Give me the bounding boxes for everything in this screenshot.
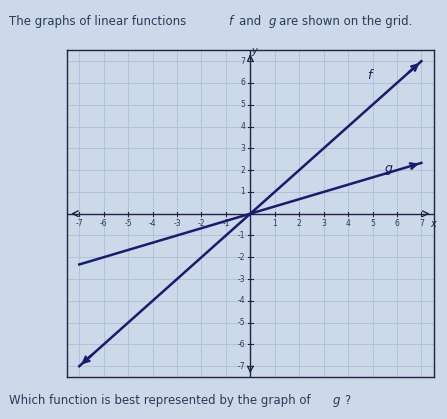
Text: -3: -3 (238, 274, 245, 284)
Text: Which function is best represented by the graph of: Which function is best represented by th… (9, 394, 314, 407)
Text: f: f (228, 15, 232, 28)
Text: -7: -7 (238, 362, 245, 371)
Text: 2: 2 (240, 166, 245, 175)
Text: 7: 7 (240, 57, 245, 66)
Text: 5: 5 (240, 100, 245, 109)
Text: 3: 3 (240, 144, 245, 153)
Text: -6: -6 (238, 340, 245, 349)
Text: 1: 1 (240, 187, 245, 197)
Text: 4: 4 (346, 219, 350, 228)
Text: f: f (367, 69, 372, 82)
Text: -2: -2 (198, 219, 205, 228)
Text: 6: 6 (240, 78, 245, 88)
Text: -4: -4 (149, 219, 156, 228)
Text: ?: ? (344, 394, 350, 407)
Text: 3: 3 (321, 219, 326, 228)
Text: g: g (268, 15, 276, 28)
Text: 2: 2 (297, 219, 302, 228)
Text: The graphs of linear functions: The graphs of linear functions (9, 15, 190, 28)
Text: are shown on the grid.: are shown on the grid. (279, 15, 413, 28)
Text: -1: -1 (238, 231, 245, 240)
Text: -6: -6 (100, 219, 108, 228)
Text: -2: -2 (238, 253, 245, 262)
Text: and: and (239, 15, 265, 28)
Text: 1: 1 (272, 219, 277, 228)
Text: -3: -3 (173, 219, 181, 228)
Text: x: x (431, 219, 436, 229)
Text: 4: 4 (240, 122, 245, 131)
Text: -5: -5 (124, 219, 132, 228)
Text: -1: -1 (222, 219, 230, 228)
Text: 5: 5 (370, 219, 375, 228)
Text: 6: 6 (395, 219, 399, 228)
Text: y: y (251, 47, 257, 57)
Text: -7: -7 (76, 219, 83, 228)
Text: g: g (385, 162, 392, 175)
Text: g: g (333, 394, 341, 407)
Text: -5: -5 (238, 318, 245, 327)
Text: -4: -4 (238, 296, 245, 305)
Text: 7: 7 (419, 219, 424, 228)
